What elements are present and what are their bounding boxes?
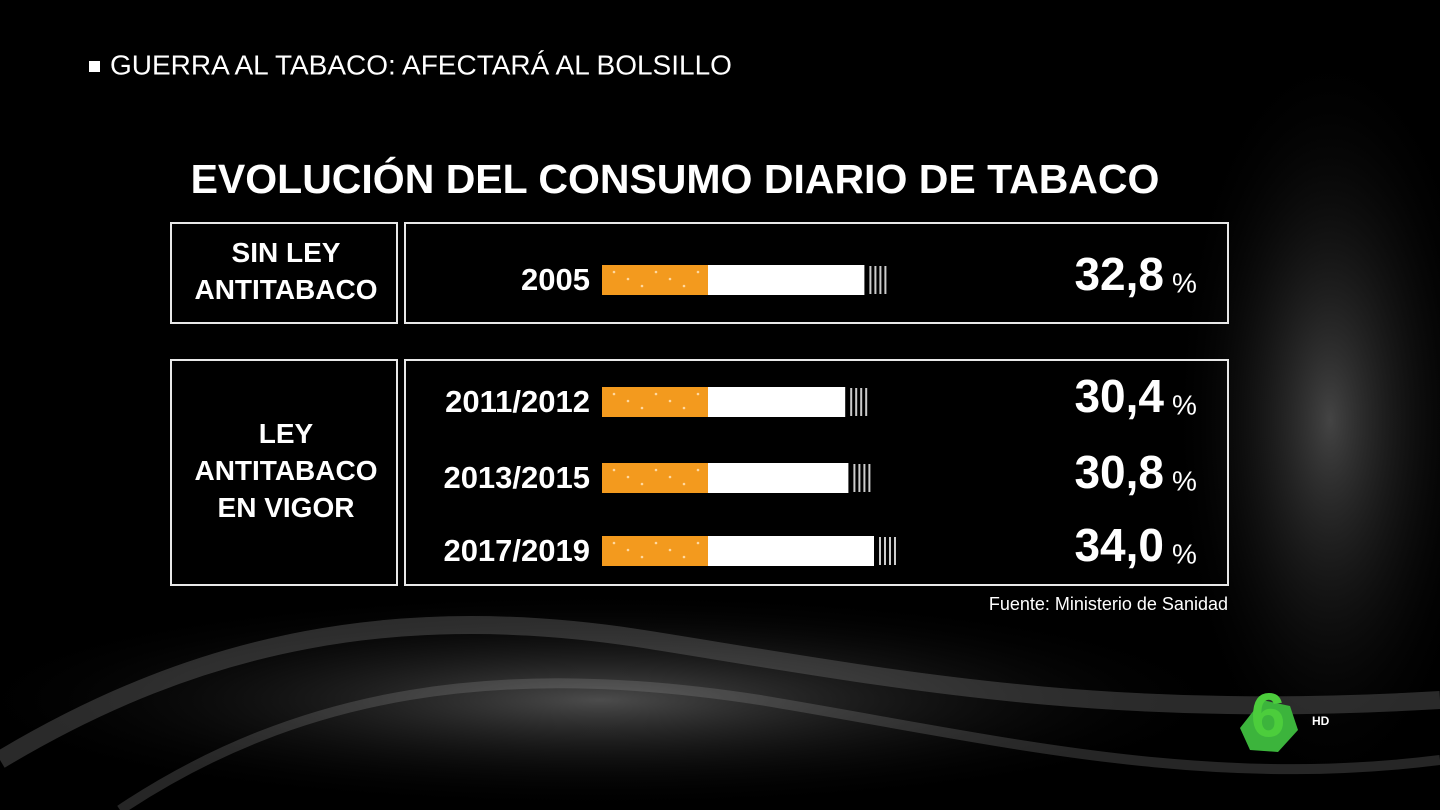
- group-data-box: [404, 222, 1229, 324]
- cigarette-paper: [708, 536, 874, 566]
- filter-speck: [612, 392, 616, 396]
- group-label: ANTITABACO: [194, 455, 377, 486]
- ash-line: [853, 464, 856, 492]
- filter-speck: [668, 548, 672, 552]
- group-label-box: [170, 359, 398, 586]
- value-suffix: %: [1172, 538, 1197, 569]
- group: SIN LEY ANTITABACO 2005 32,8%: [170, 222, 1229, 324]
- filter-speck: [696, 468, 700, 472]
- ash-line: [869, 266, 872, 294]
- filter-speck: [640, 284, 644, 288]
- ash-line: [874, 266, 877, 294]
- ash-line: [884, 537, 886, 565]
- logo: 6 HD: [1240, 681, 1330, 752]
- filter-speck: [682, 406, 686, 410]
- filter-speck: [668, 399, 672, 403]
- category-label: 2017/2019: [443, 533, 590, 568]
- filter-speck: [696, 541, 700, 545]
- value-suffix: %: [1172, 389, 1197, 420]
- filter-speck: [612, 468, 616, 472]
- group-data-box: [404, 359, 1229, 586]
- filter-speck: [668, 475, 672, 479]
- group-label: ANTITABACO: [194, 274, 377, 305]
- cigarette-filter: [602, 265, 708, 295]
- value-label: 34,0: [1074, 519, 1164, 571]
- group-label: LEY: [259, 418, 314, 449]
- filter-speck: [626, 475, 630, 479]
- ash-line: [865, 388, 868, 416]
- ash-line: [868, 464, 871, 492]
- group: LEY ANTITABACO EN VIGOR 2011/2012 30,4 % 2013/…: [170, 359, 1229, 586]
- cigarette-filter: [602, 536, 708, 566]
- ash-line: [863, 464, 866, 492]
- value-suffix: %: [1172, 267, 1197, 298]
- cigarette-paper: [708, 463, 849, 493]
- category-label: 2011/2012: [445, 384, 590, 419]
- filter-speck: [626, 399, 630, 403]
- filter-speck: [640, 482, 644, 486]
- filter-speck: [612, 541, 616, 545]
- logo-number: 6: [1251, 681, 1285, 750]
- filter-speck: [682, 482, 686, 486]
- chart-title: EVOLUCIÓN DEL CONSUMO DIARIO DE TABACO: [191, 156, 1160, 202]
- group-label-box: [170, 222, 398, 324]
- group-label: EN VIGOR: [218, 492, 355, 523]
- smoke-background: [0, 40, 1440, 810]
- filter-speck: [696, 270, 700, 274]
- ash-line: [860, 388, 863, 416]
- filter-speck: [654, 270, 658, 274]
- header: GUERRA AL TABACO: AFECTARÁ AL BOLSILLO: [110, 49, 732, 80]
- value-label: 30,4: [1074, 370, 1164, 422]
- header-bullet: [89, 61, 100, 72]
- ash-line: [879, 537, 881, 565]
- logo-badge: HD: [1312, 714, 1330, 728]
- filter-speck: [640, 555, 644, 559]
- group-label: SIN LEY: [232, 237, 341, 268]
- filter-speck: [640, 406, 644, 410]
- filter-speck: [626, 277, 630, 281]
- value-label: 30,8: [1074, 446, 1164, 498]
- value-suffix: %: [1172, 465, 1197, 496]
- filter-speck: [654, 468, 658, 472]
- filter-speck: [696, 392, 700, 396]
- filter-speck: [612, 270, 616, 274]
- filter-speck: [668, 277, 672, 281]
- ash-line: [884, 266, 887, 294]
- cigarette-paper: [708, 387, 846, 417]
- ash-line: [879, 266, 882, 294]
- source: Fuente: Ministerio de Sanidad: [989, 594, 1228, 614]
- filter-speck: [654, 541, 658, 545]
- filter-speck: [682, 555, 686, 559]
- filter-speck: [682, 284, 686, 288]
- filter-speck: [654, 392, 658, 396]
- ash-line: [858, 464, 861, 492]
- ash-line: [889, 537, 891, 565]
- category-label: 2005: [521, 262, 590, 297]
- ash-line: [855, 388, 858, 416]
- cigarette-paper: [708, 265, 865, 295]
- ash-line: [850, 388, 853, 416]
- filter-speck: [626, 548, 630, 552]
- cigarette-filter: [602, 463, 708, 493]
- category-label: 2013/2015: [443, 460, 590, 495]
- cigarette-filter: [602, 387, 708, 417]
- value-label: 32,8: [1074, 248, 1164, 300]
- ash-line: [894, 537, 896, 565]
